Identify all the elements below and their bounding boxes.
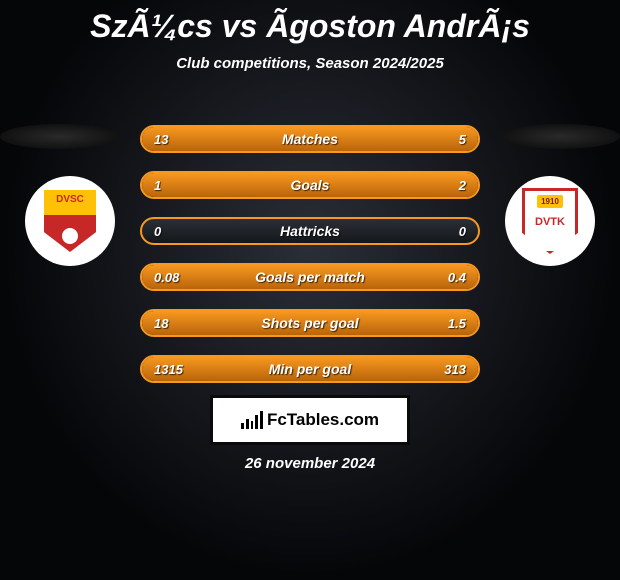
page-title: SzÃ¼cs vs Ãgoston AndrÃ¡s	[0, 0, 620, 45]
stat-value-left: 0	[154, 224, 161, 239]
team-right-name: DVTK	[535, 216, 565, 228]
stat-row-goals: 1 Goals 2	[140, 171, 480, 199]
source-banner: FcTables.com	[210, 395, 410, 445]
stat-value-right: 5	[459, 132, 466, 147]
stat-row-matches: 13 Matches 5	[140, 125, 480, 153]
stat-label: Shots per goal	[261, 315, 358, 331]
stat-value-left: 18	[154, 316, 168, 331]
fill-left	[142, 127, 384, 151]
stat-label: Goals	[291, 177, 330, 193]
stat-value-right: 0	[459, 224, 466, 239]
stat-row-gpm: 0.08 Goals per match 0.4	[140, 263, 480, 291]
page-subtitle: Club competitions, Season 2024/2025	[0, 55, 620, 72]
stat-row-hattricks: 0 Hattricks 0	[140, 217, 480, 245]
team-right-year: 1910	[537, 195, 563, 208]
banner-text: FcTables.com	[267, 410, 379, 430]
stat-value-right: 313	[444, 362, 466, 377]
stat-label: Matches	[282, 131, 338, 147]
stat-value-right: 2	[459, 178, 466, 193]
stat-label: Goals per match	[255, 269, 365, 285]
team-left-name: DVSC	[56, 194, 84, 205]
stats-panel: 13 Matches 5 1 Goals 2 0 Hattricks 0 0.0…	[140, 125, 480, 401]
fill-right	[253, 173, 478, 197]
stat-value-left: 1315	[154, 362, 183, 377]
stat-value-left: 1	[154, 178, 161, 193]
stat-label: Min per goal	[269, 361, 351, 377]
chart-icon	[241, 411, 263, 429]
team-badge-right: 1910 DVTK	[505, 176, 595, 266]
date-label: 26 november 2024	[0, 455, 620, 472]
stat-value-right: 0.4	[448, 270, 466, 285]
platform-right	[500, 124, 620, 149]
stat-value-left: 13	[154, 132, 168, 147]
platform-left	[0, 124, 120, 149]
stat-value-right: 1.5	[448, 316, 466, 331]
stat-label: Hattricks	[280, 223, 340, 239]
stat-value-left: 0.08	[154, 270, 179, 285]
stat-row-mpg: 1315 Min per goal 313	[140, 355, 480, 383]
team-badge-left: DVSC	[25, 176, 115, 266]
stat-row-spg: 18 Shots per goal 1.5	[140, 309, 480, 337]
shield-icon: DVSC	[44, 190, 96, 252]
shield-icon: 1910 DVTK	[522, 188, 578, 254]
